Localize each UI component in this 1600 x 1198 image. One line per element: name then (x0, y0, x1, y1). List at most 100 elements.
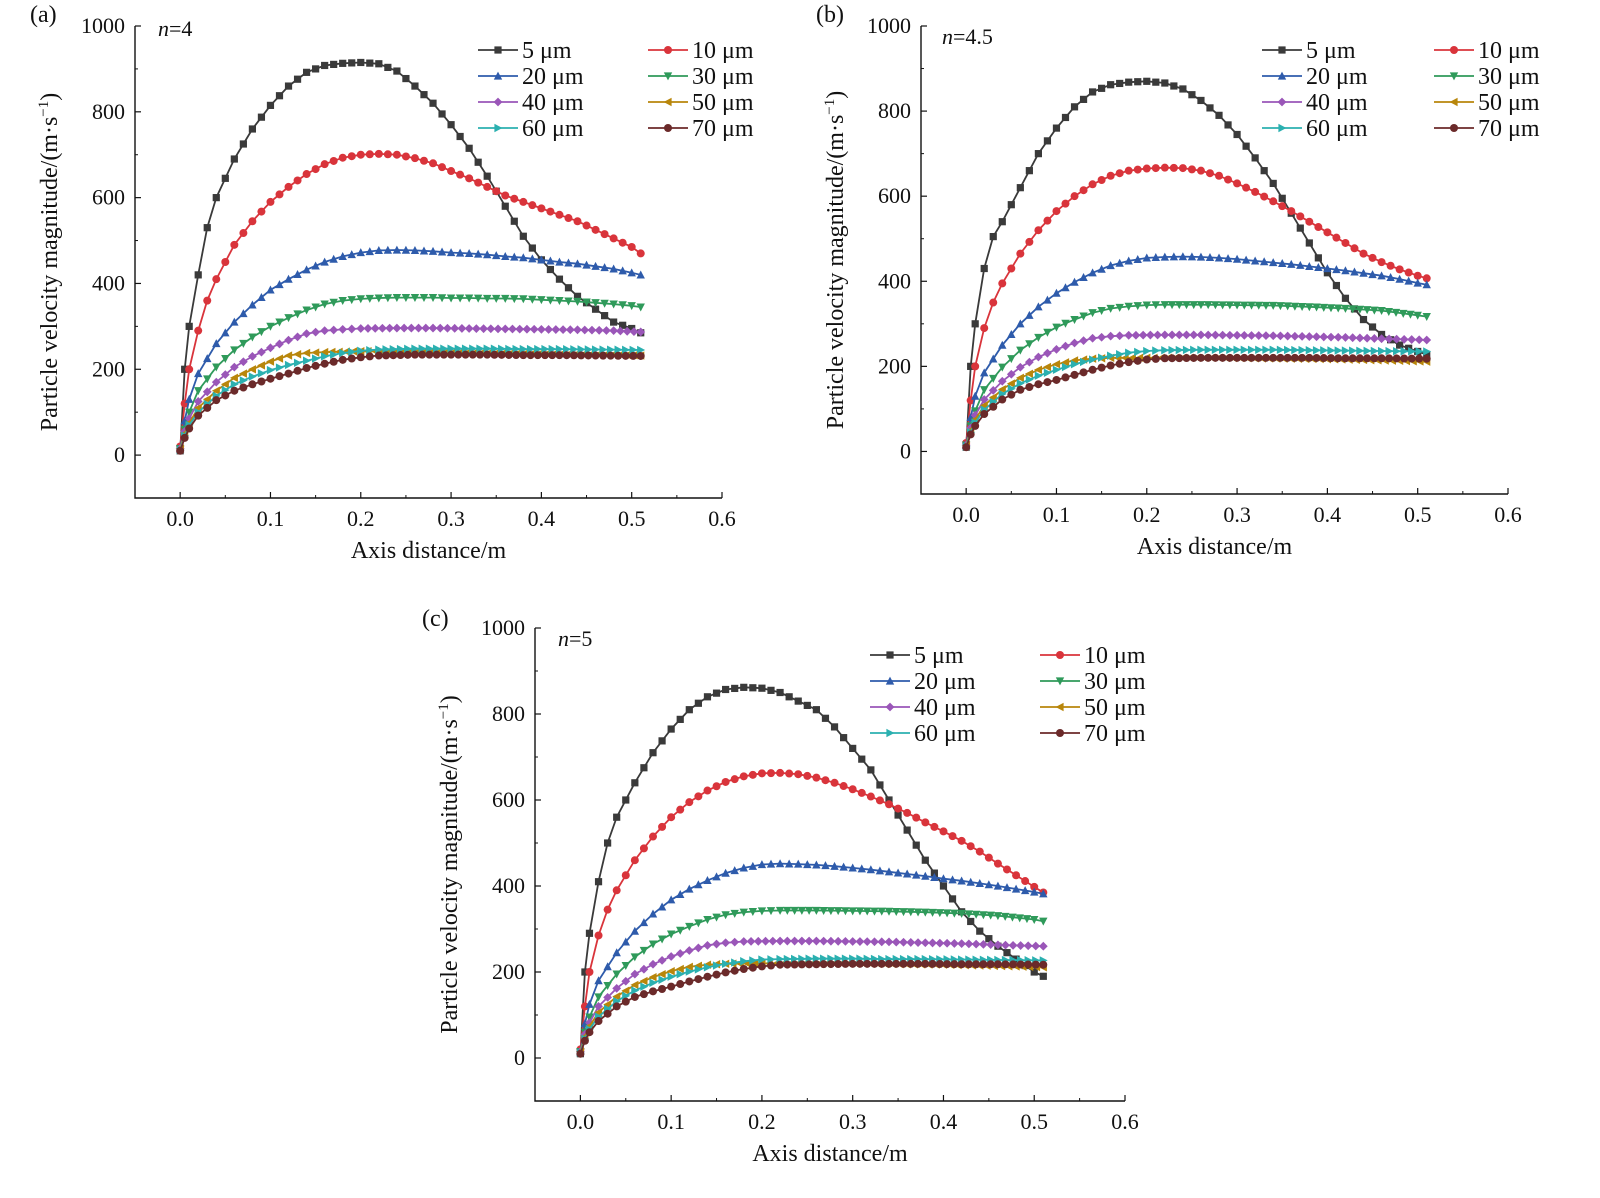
data-point (1124, 330, 1134, 340)
data-point (1312, 303, 1321, 312)
data-point (600, 230, 609, 239)
data-point (437, 294, 447, 303)
data-point (1034, 365, 1042, 374)
data-point (1232, 301, 1242, 310)
n-annotation-value: =5 (569, 626, 592, 651)
data-point (1175, 345, 1184, 355)
data-point (1061, 373, 1070, 382)
data-point (803, 860, 812, 869)
y-tick-label: 1000 (81, 13, 125, 38)
data-point (1269, 301, 1278, 310)
data-point (1151, 354, 1160, 363)
data-point (1097, 176, 1106, 185)
data-point (555, 210, 564, 219)
data-point (330, 350, 339, 359)
data-point (1142, 301, 1151, 310)
data-point (1415, 347, 1424, 356)
data-point (374, 294, 384, 303)
data-point (1250, 256, 1260, 265)
legend-item: 40 μm (1262, 90, 1368, 116)
data-point (603, 905, 612, 914)
data-point (609, 234, 618, 243)
data-point (1240, 353, 1249, 362)
legend-item: 40 μm (478, 90, 584, 116)
data-point (239, 229, 248, 238)
data-point (1015, 362, 1025, 372)
data-point (483, 172, 491, 180)
data-point (248, 300, 257, 309)
data-point (1323, 269, 1331, 277)
legend-item: 10 μm (1434, 38, 1540, 64)
data-point (1167, 330, 1177, 340)
y-tick-label: 800 (878, 98, 911, 123)
data-point (622, 796, 630, 804)
data-point (1278, 194, 1286, 202)
data-point (1016, 249, 1025, 258)
data-point (1334, 346, 1343, 355)
data-point (876, 781, 884, 789)
data-point (935, 960, 944, 969)
data-point (1296, 260, 1305, 269)
data-point (998, 279, 1007, 288)
data-point (966, 430, 975, 439)
data-point (418, 344, 427, 353)
series-2 (962, 163, 1431, 447)
data-point (984, 880, 994, 889)
data-point (1106, 304, 1115, 313)
data-point (1025, 375, 1034, 384)
data-point (1168, 345, 1177, 355)
data-point (621, 937, 630, 946)
y-axis-title-main: Particle velocity magnitude/(m·s (437, 719, 463, 1034)
data-point (1386, 261, 1395, 270)
data-point (577, 345, 586, 354)
data-point (1189, 301, 1198, 310)
data-point (658, 737, 666, 745)
legend-label: 20 μm (1306, 64, 1368, 90)
data-point (721, 938, 731, 948)
data-point (284, 314, 293, 323)
data-point (293, 350, 302, 359)
data-point (311, 348, 320, 357)
data-point (684, 962, 693, 972)
data-point (1312, 353, 1321, 362)
data-point (1323, 228, 1332, 237)
data-point (848, 937, 858, 946)
y-axis-title-main: Particle velocity magnitude/(m·s (823, 115, 849, 430)
x-tick-label: 0.5 (1020, 1109, 1048, 1134)
data-point (293, 270, 302, 279)
data-point (483, 344, 492, 353)
data-point (975, 847, 984, 856)
data-point (357, 58, 365, 67)
data-point (1261, 353, 1270, 362)
data-point (1008, 913, 1017, 922)
data-point (230, 386, 239, 395)
x-tick-label: 0.0 (166, 506, 194, 531)
data-point (537, 296, 546, 305)
data-point (447, 350, 456, 359)
data-point (894, 811, 902, 819)
data-point (962, 443, 971, 452)
data-point (266, 101, 275, 109)
data-point (374, 351, 383, 360)
data-point (385, 323, 395, 333)
data-point (757, 907, 767, 916)
data-point (311, 165, 320, 174)
data-point (184, 408, 194, 417)
data-point (794, 697, 802, 705)
data-point (1168, 354, 1177, 363)
data-point (284, 82, 293, 90)
data-point (389, 344, 398, 354)
data-point (293, 310, 302, 319)
data-point (356, 324, 366, 333)
legend-marker (1278, 123, 1287, 133)
data-point (266, 365, 275, 375)
data-point (585, 1013, 594, 1022)
data-point (980, 264, 988, 273)
data-point (1124, 358, 1133, 367)
data-point (1368, 323, 1377, 331)
series-3 (576, 859, 1048, 1056)
data-point (712, 782, 721, 791)
data-point (1404, 268, 1413, 277)
data-point (1332, 233, 1341, 242)
data-point (275, 318, 284, 327)
